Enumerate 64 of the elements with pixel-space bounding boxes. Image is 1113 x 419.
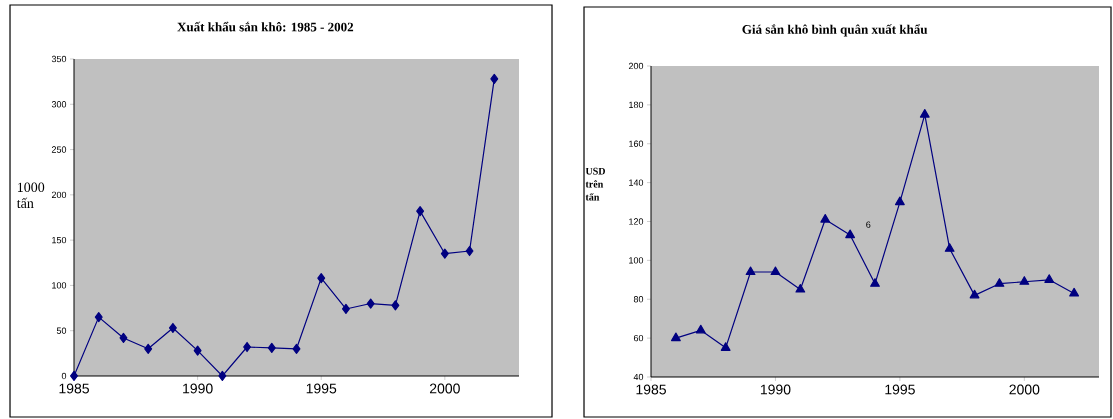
point	[944, 243, 955, 252]
point	[144, 343, 153, 354]
y-tick-label: 50	[56, 327, 67, 334]
x-tick-label: 1985	[636, 384, 666, 395]
y-tick-label: 300	[51, 101, 67, 108]
y-axis-title: USD trên tấn	[585, 167, 606, 201]
y-tick-label: 80	[633, 296, 644, 303]
y-tick-label: 180	[629, 101, 644, 109]
point	[465, 245, 474, 257]
point	[1019, 276, 1030, 285]
point	[670, 332, 681, 342]
y-tick-label: 100	[629, 257, 644, 264]
point	[1044, 274, 1055, 283]
point	[490, 73, 499, 85]
point	[969, 289, 980, 299]
point	[845, 229, 856, 239]
y-tick-label: 40	[633, 373, 644, 381]
x-tick-label: 1995	[306, 383, 337, 394]
x-tick-label: 1985	[59, 383, 89, 394]
x-tick-label: 2000	[1009, 384, 1040, 395]
point	[919, 108, 930, 118]
chart-title: Xuất khẩu sắn khô: 1985 - 2002	[177, 21, 354, 32]
point	[795, 283, 806, 293]
y-tick-label: 250	[51, 146, 67, 153]
point	[119, 332, 128, 344]
y-tick-label: 60	[633, 334, 644, 342]
point	[770, 266, 781, 276]
y-tick-label: 200	[51, 191, 67, 199]
point	[416, 206, 425, 217]
chart-title: Giá sắn khô bình quân xuất khẩu	[742, 24, 928, 37]
x-tick-label: 1990	[760, 384, 791, 395]
point	[745, 266, 756, 276]
y-tick-label: 100	[52, 282, 67, 289]
point	[317, 273, 326, 284]
point	[1069, 287, 1080, 297]
annotation: 6	[866, 221, 871, 228]
x-tick-label: 2000	[429, 383, 460, 394]
point	[820, 213, 831, 223]
x-tick-label: 1990	[183, 383, 213, 394]
point	[720, 342, 731, 351]
point	[267, 342, 276, 354]
point	[94, 312, 103, 323]
point	[243, 341, 252, 353]
x-tick-label: 1995	[885, 384, 915, 395]
point	[994, 278, 1005, 287]
y-tick-label: 160	[629, 140, 644, 147]
point	[894, 196, 905, 206]
point	[695, 324, 706, 334]
point	[440, 248, 449, 259]
point	[218, 370, 227, 382]
point	[870, 278, 880, 287]
y-tick-label: 150	[52, 236, 67, 244]
point	[292, 343, 301, 354]
point	[391, 300, 400, 311]
y-tick-label: 0	[61, 372, 67, 380]
y-tick-label: 120	[629, 218, 644, 225]
point	[193, 345, 202, 356]
y-tick-label: 200	[628, 62, 644, 70]
y-tick-label: 350	[51, 55, 67, 63]
point	[341, 303, 350, 315]
y-tick-label: 140	[629, 179, 644, 186]
point	[366, 298, 375, 309]
y-axis-title: 1000 tấn	[16, 182, 45, 209]
point	[168, 322, 177, 334]
